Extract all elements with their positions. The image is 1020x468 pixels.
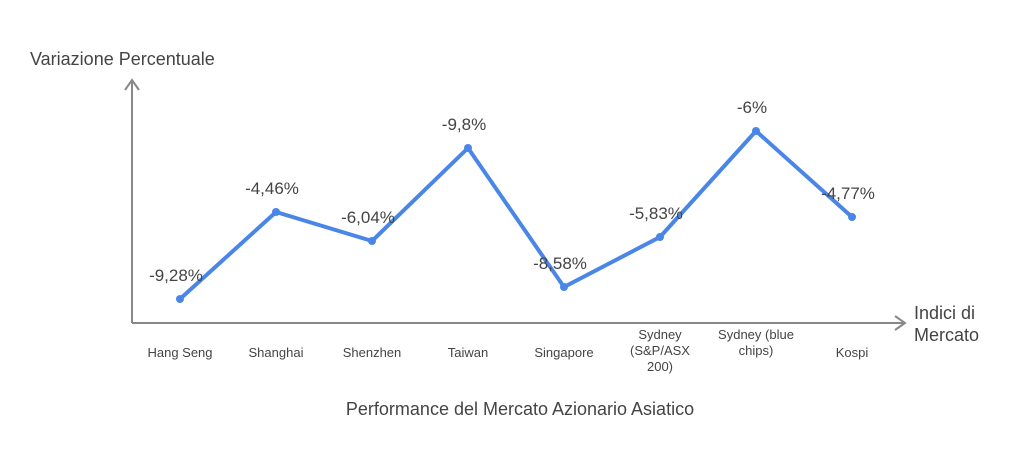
x-axis-label: Indici di Mercato — [914, 303, 979, 345]
data-label: -4,77% — [821, 184, 875, 203]
x-tick-label-line: Kospi — [836, 345, 869, 360]
data-label: -8,58% — [533, 254, 587, 273]
series-line — [178, 129, 854, 301]
data-point — [560, 283, 568, 291]
x-tick-label: Shanghai — [249, 345, 304, 360]
chart-title: Performance del Mercato Azionario Asiati… — [346, 399, 694, 419]
data-point — [752, 127, 760, 135]
x-tick-label-line: Singapore — [534, 345, 593, 360]
x-tick-label-line: 200) — [647, 359, 673, 374]
x-axis-label-line: Mercato — [914, 325, 979, 345]
x-tick-label-line: (S&P/ASX — [630, 343, 690, 358]
data-point — [656, 233, 664, 241]
x-tick-label: Sydney (S&P/ASX 200) — [630, 327, 690, 374]
data-label: -9,8% — [442, 115, 486, 134]
data-point — [176, 295, 184, 303]
x-tick-label: Hang Seng — [147, 345, 212, 360]
x-tick-label: Kospi — [836, 345, 869, 360]
data-label: -4,46% — [245, 179, 299, 198]
x-tick-label-line: Shenzhen — [343, 345, 402, 360]
y-axis-label: Variazione Percentuale — [30, 49, 215, 69]
data-label: -5,83% — [629, 204, 683, 223]
x-tick-label-line: Sydney (blue — [718, 327, 794, 342]
data-label: -9,28% — [149, 266, 203, 285]
x-axis-arrow — [894, 315, 907, 331]
data-label: -6,04% — [341, 208, 395, 227]
x-axis-label-line: Indici di — [914, 303, 975, 323]
x-tick-label: Singapore — [534, 345, 593, 360]
data-point — [272, 208, 280, 216]
data-label: -6% — [737, 98, 767, 117]
y-axis-arrow — [124, 78, 140, 91]
x-tick-label-line: chips) — [739, 343, 774, 358]
x-tick-label: Sydney (blue chips) — [718, 327, 794, 358]
x-tick-label-line: Sydney — [638, 327, 682, 342]
x-tick-label-line: Shanghai — [249, 345, 304, 360]
data-point — [368, 237, 376, 245]
x-tick-label: Taiwan — [448, 345, 488, 360]
x-tick-label-line: Taiwan — [448, 345, 488, 360]
x-tick-label-line: Hang Seng — [147, 345, 212, 360]
data-point — [464, 144, 472, 152]
x-tick-label: Shenzhen — [343, 345, 402, 360]
data-point — [848, 213, 856, 221]
